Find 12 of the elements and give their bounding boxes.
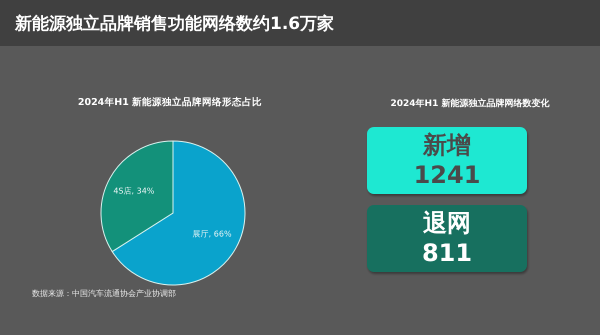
chart-title: 2024年H1 新能源独立品牌网络形态占比 bbox=[76, 96, 264, 109]
text: 2024年H1 新能源独立品牌网络数变化 bbox=[390, 97, 550, 110]
data-label: 1241 bbox=[412, 160, 482, 190]
text: 新能源独立品牌销售功能网络数约1.6万家 bbox=[15, 13, 334, 35]
data-label: 811 bbox=[420, 238, 474, 268]
slice-label: 4S店, 34% bbox=[113, 186, 155, 196]
stat-card: 新增 1241 bbox=[367, 127, 527, 194]
category-label: 退网 bbox=[422, 208, 472, 238]
slice-label: 展厅, 66% bbox=[192, 230, 232, 239]
source-note: 数据来源：中国汽车流通协会产业协调部 bbox=[32, 288, 176, 299]
category-label: 新增 bbox=[422, 130, 472, 160]
stat-card: 退网 811 bbox=[367, 205, 527, 272]
